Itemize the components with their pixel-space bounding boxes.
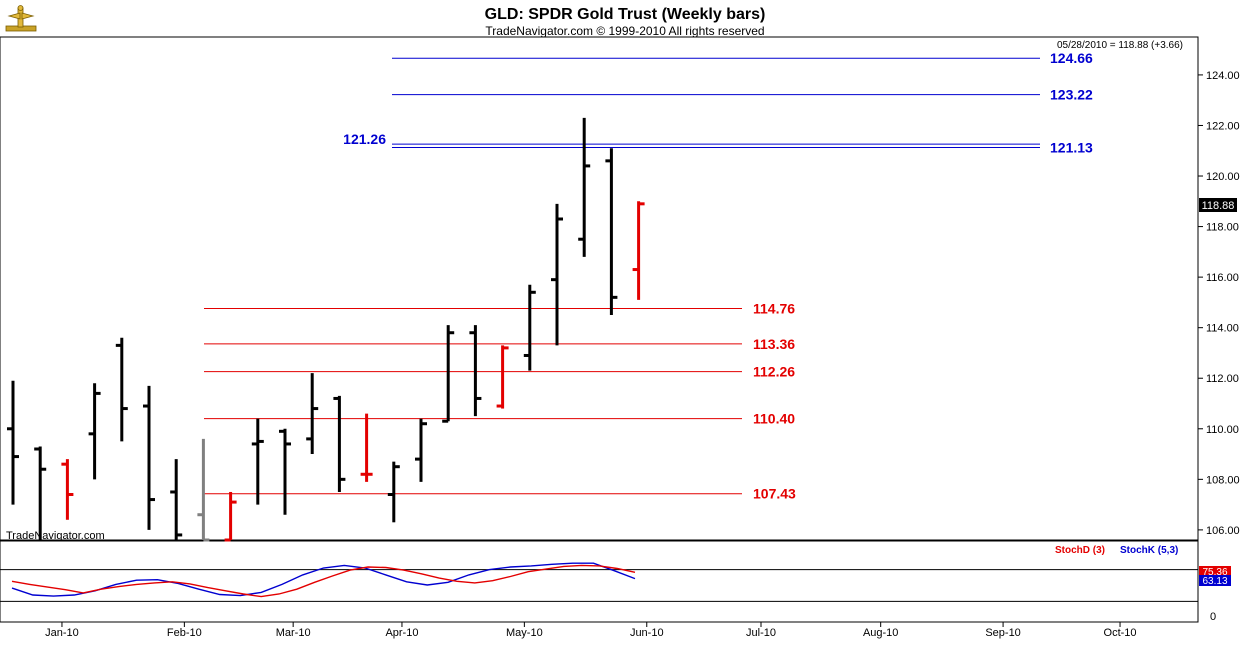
- y-tick-label: 110.00: [1206, 424, 1239, 436]
- ohlc-bar: [415, 418, 427, 482]
- x-tick-label: Mar-10: [276, 627, 311, 639]
- stochk-line: [11, 562, 636, 597]
- x-tick-label: Sep-10: [985, 627, 1020, 639]
- ohlc-bar: [469, 325, 482, 417]
- level-label-113.36: 113.36: [753, 336, 795, 352]
- ohlc-bar: [632, 201, 645, 300]
- level-label-114.76: 114.76: [753, 300, 795, 316]
- level-label-121.13: 121.13: [1050, 139, 1093, 155]
- stochastic-pane: [0, 540, 1199, 623]
- last-quote-text: 05/28/2010 = 118.88 (+3.66): [1057, 40, 1183, 51]
- level-label-124.66: 124.66: [1050, 50, 1093, 66]
- x-tick-label: Oct-10: [1104, 627, 1137, 639]
- ohlc-bar: [333, 395, 346, 492]
- stochd-value-tag: [1199, 566, 1231, 577]
- y-tick-label: 114.00: [1206, 323, 1239, 335]
- ohlc-bar: [496, 345, 509, 409]
- y-tick-label: 118.00: [1206, 222, 1239, 234]
- ohlc-bar: [306, 373, 319, 455]
- y-tick-label: 106.00: [1206, 525, 1240, 537]
- x-tick-label: May-10: [506, 627, 543, 639]
- level-label-110.40: 110.40: [753, 411, 795, 427]
- y-tick-label: 120.00: [1206, 171, 1240, 183]
- x-tick-label: Aug-10: [863, 627, 898, 639]
- y-tick-label: 122.00: [1206, 120, 1240, 132]
- ohlc-bar: [551, 203, 563, 346]
- ohlc-bar: [578, 117, 591, 257]
- y-tick-label: 124.00: [1206, 70, 1240, 82]
- stochk-value: 63.13: [1202, 576, 1227, 587]
- stochk-legend: StochK (5,3): [1120, 545, 1178, 556]
- level-label-107.43: 107.43: [753, 486, 796, 502]
- stochd-legend: StochD (3): [1055, 545, 1105, 556]
- y-tick-label: 112.00: [1206, 373, 1239, 385]
- stochd-value: 75.36: [1202, 567, 1227, 578]
- y-tick-label: 108.00: [1206, 474, 1240, 486]
- ohlc-bar: [170, 459, 183, 540]
- ohlc-bar: [143, 385, 155, 530]
- ohlc-bar: [197, 438, 210, 542]
- chart-subtitle: TradeNavigator.com © 1999-2010 All right…: [485, 24, 764, 38]
- price-pane: [0, 36, 1199, 541]
- watermark-text: TradeNavigator.com: [6, 530, 105, 542]
- tradenavigator-logo-icon: [5, 5, 37, 32]
- ohlc-bar: [523, 284, 536, 371]
- last-price-label: 118.88: [1202, 200, 1235, 212]
- ohlc-bar: [34, 446, 47, 540]
- level-label-112.26: 112.26: [753, 364, 795, 380]
- x-tick-label: Feb-10: [167, 627, 202, 639]
- stochd-line: [11, 564, 636, 598]
- x-tick-label: Apr-10: [385, 627, 418, 639]
- ohlc-bar: [605, 148, 618, 316]
- y-tick-label: 116.00: [1206, 272, 1239, 284]
- x-tick-label: Jul-10: [746, 627, 776, 639]
- ohlc-bar: [115, 337, 128, 442]
- ohlc-bar: [7, 380, 19, 505]
- ohlc-bar: [88, 383, 101, 480]
- ohlc-bar: [360, 413, 373, 482]
- stoch-zero-label: 0: [1210, 611, 1216, 623]
- chart-title: GLD: SPDR Gold Trust (Weekly bars): [485, 6, 766, 23]
- ohlc-bar: [279, 428, 291, 515]
- ohlc-bar: [61, 459, 74, 520]
- level-label-121.26: 121.26: [343, 131, 386, 147]
- x-tick-label: Jun-10: [630, 627, 664, 639]
- ohlc-bar: [224, 491, 237, 542]
- stochk-value-tag: [1199, 575, 1231, 586]
- x-tick-label: Jan-10: [45, 627, 79, 639]
- level-label-123.22: 123.22: [1050, 87, 1093, 103]
- last-price-tag: [1199, 198, 1237, 212]
- ohlc-bar: [442, 325, 455, 423]
- ohlc-bar: [251, 418, 264, 505]
- ohlc-bar: [387, 461, 400, 523]
